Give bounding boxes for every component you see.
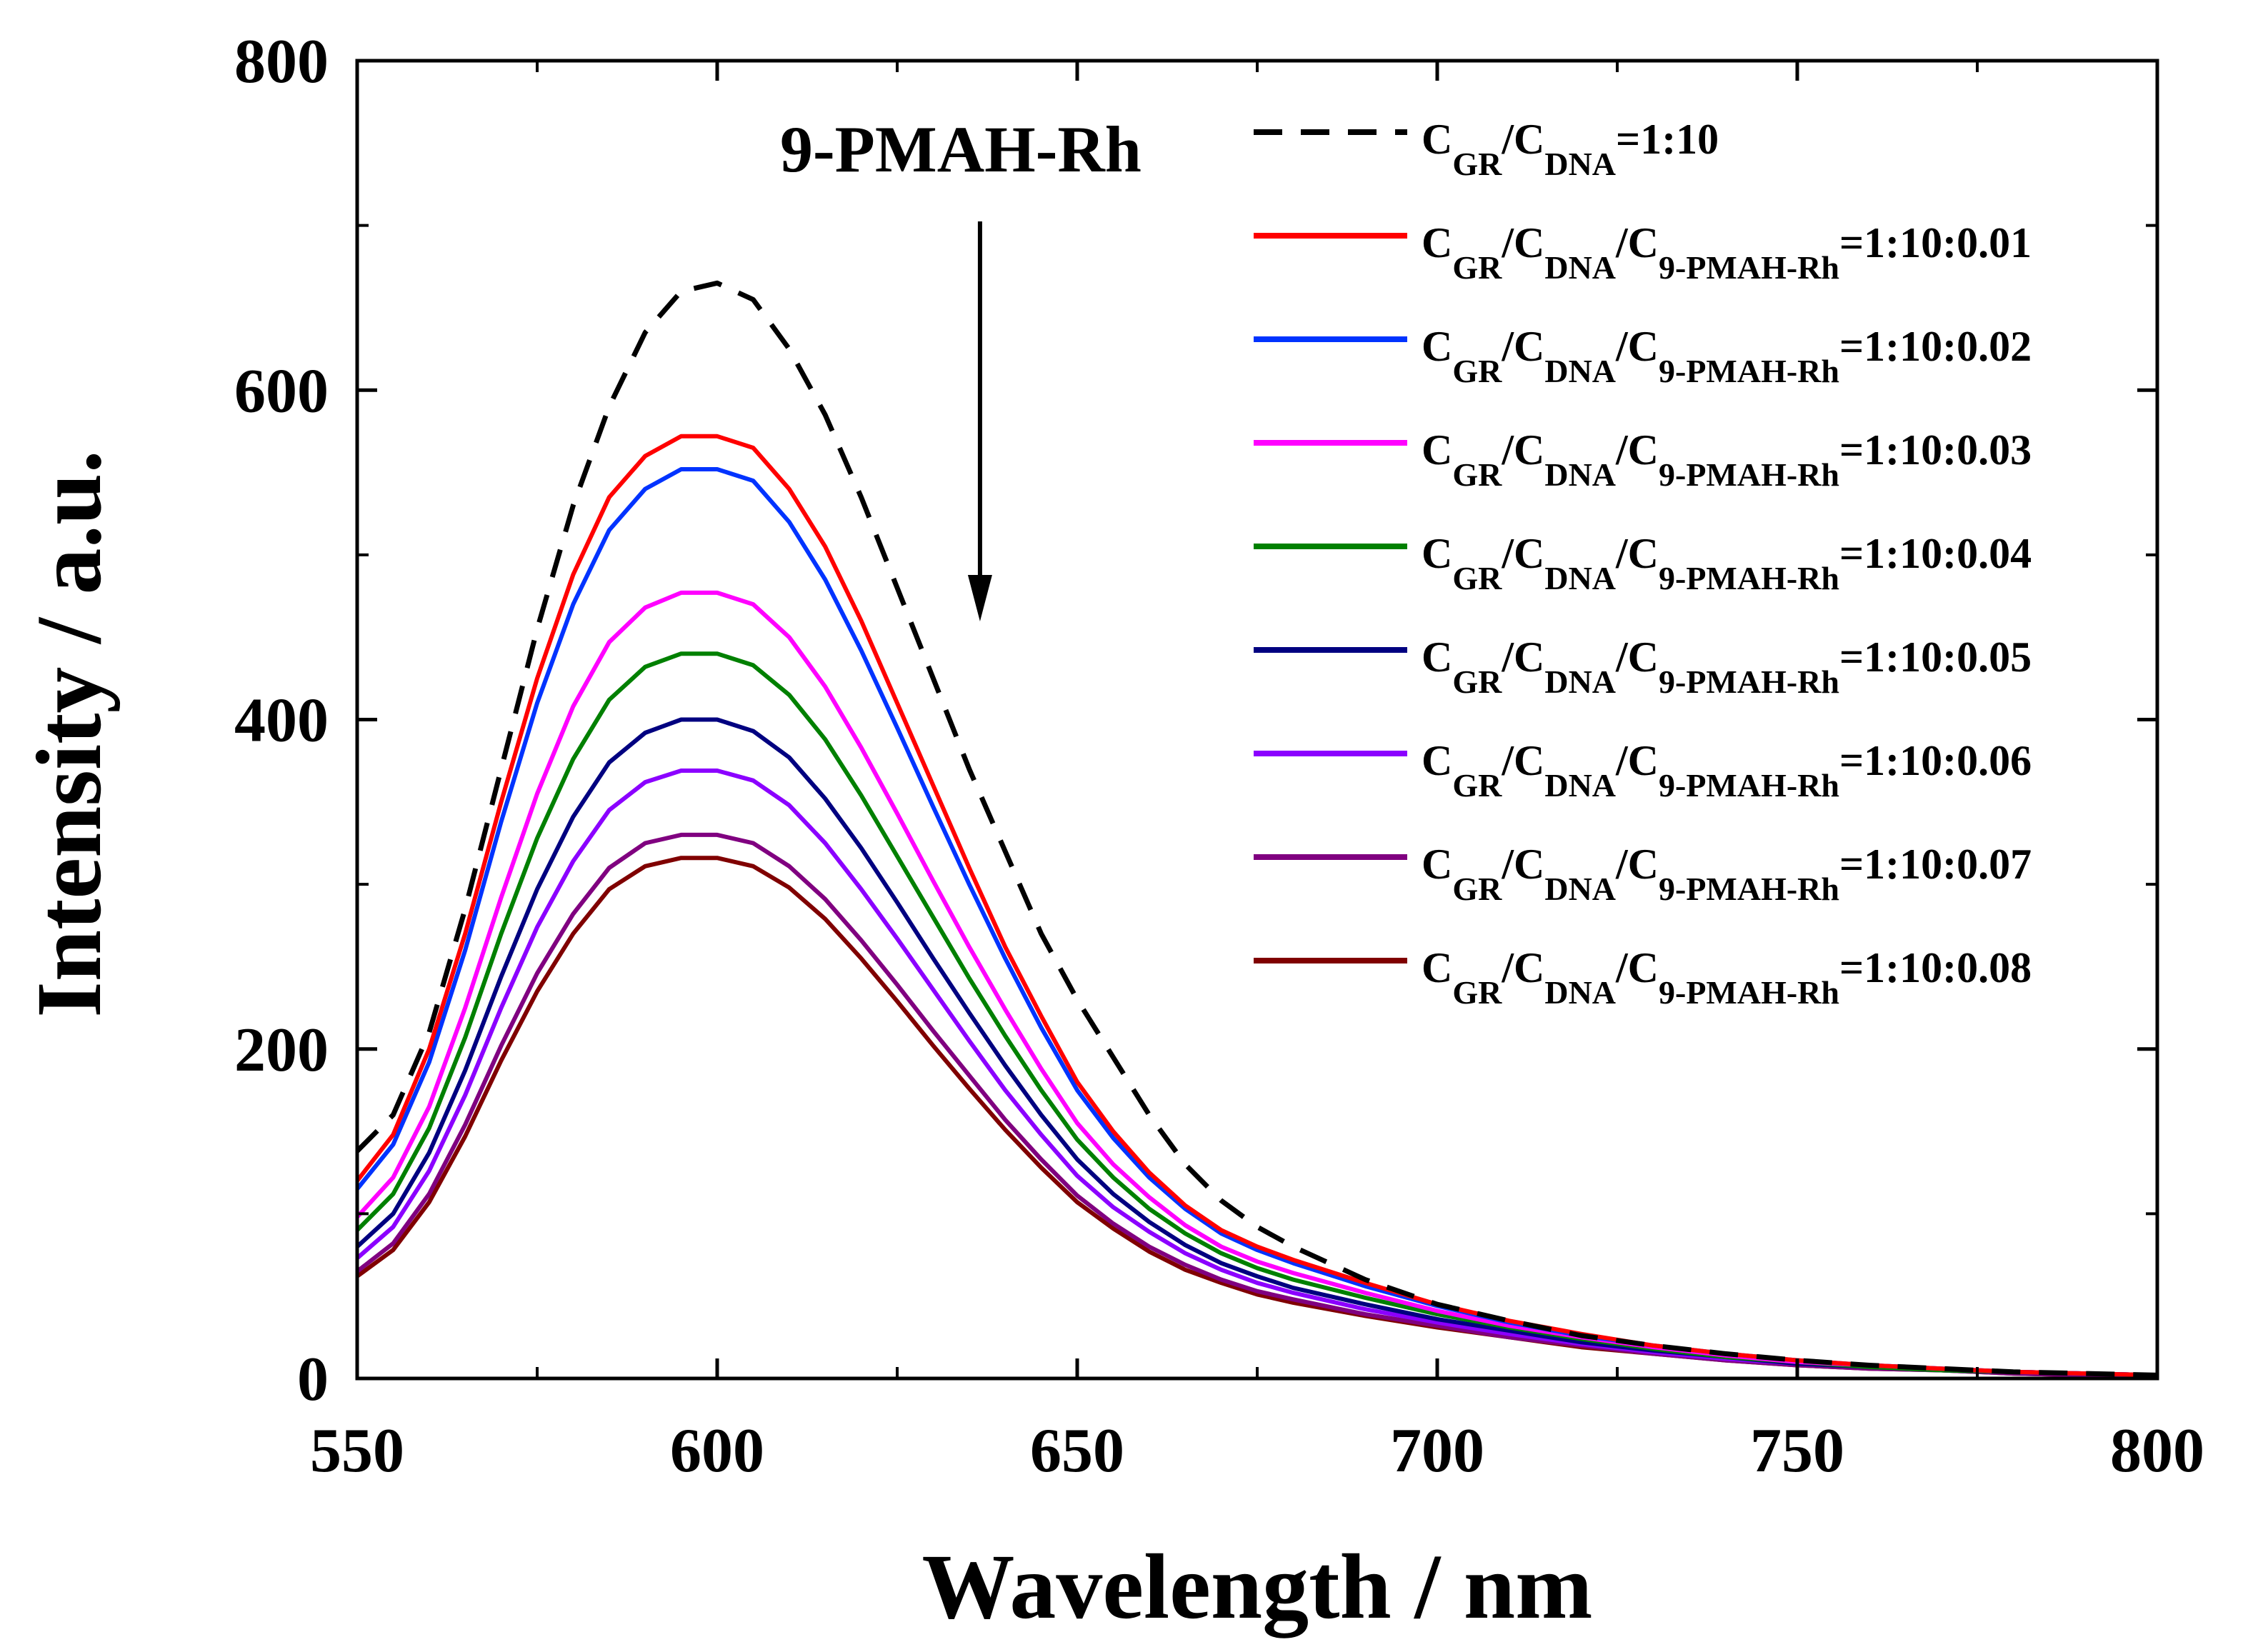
y-axis-title: Intensity / a.u.: [18, 450, 121, 1018]
legend-label-9: CGR/CDNA/C9-PMAH-Rh=1:10:0.08: [1422, 944, 2032, 1011]
series-line-2: [355, 434, 2158, 1378]
x-tick-label: 750: [1750, 1416, 1844, 1486]
x-tick-label: 700: [1390, 1416, 1484, 1486]
legend-label-7: CGR/CDNA/C9-PMAH-Rh=1:10:0.06: [1422, 737, 2032, 804]
y-tick-label: 200: [234, 1016, 329, 1085]
x-tick-label: 550: [310, 1416, 404, 1486]
y-tick-label: 400: [234, 686, 329, 756]
legend-label-2: CGR/CDNA/C9-PMAH-Rh=1:10:0.01: [1422, 219, 2032, 286]
legend-label-6: CGR/CDNA/C9-PMAH-Rh=1:10:0.05: [1422, 634, 2032, 700]
y-tick-label: 800: [234, 27, 329, 96]
x-tick-label: 650: [1030, 1416, 1124, 1486]
y-tick-label: 0: [297, 1345, 329, 1414]
annotation-label: 9-PMAH-Rh: [780, 113, 1142, 186]
x-tick-label: 800: [2110, 1416, 2204, 1486]
legend-label-8: CGR/CDNA/C9-PMAH-Rh=1:10:0.07: [1422, 841, 2032, 907]
tick-labels: 550 600 650 700 750 800 0 200 400 600 800: [234, 27, 2204, 1486]
legend-label-3: CGR/CDNA/C9-PMAH-Rh=1:10:0.02: [1422, 323, 2032, 389]
legend-label-1: CGR/CDNA=1:10: [1422, 116, 1719, 182]
legend-label-5: CGR/CDNA/C9-PMAH-Rh=1:10:0.04: [1422, 530, 2032, 596]
axis-ticks: [355, 59, 2159, 1381]
legend-label-4: CGR/CDNA/C9-PMAH-Rh=1:10:0.03: [1422, 426, 2032, 493]
legend: CGR/CDNA=1:10 CGR/CDNA/C9-PMAH-Rh=1:10:0.…: [1254, 116, 2032, 1011]
annotation-arrow-head: [967, 575, 992, 621]
y-tick-label: 600: [234, 356, 329, 426]
series-line-1: [355, 280, 2158, 1378]
x-axis-title: Wavelength / nm: [922, 1536, 1593, 1638]
plot-lines: [355, 280, 2158, 1378]
x-tick-label: 600: [670, 1416, 764, 1486]
